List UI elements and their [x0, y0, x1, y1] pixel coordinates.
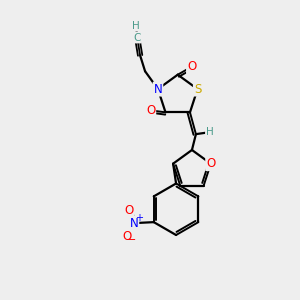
- Text: −: −: [127, 235, 137, 245]
- Text: S: S: [194, 82, 201, 96]
- Text: O: O: [124, 204, 134, 217]
- Text: O: O: [187, 60, 196, 73]
- Text: O: O: [206, 157, 215, 170]
- Text: H: H: [132, 21, 140, 31]
- Text: C: C: [134, 33, 141, 43]
- Text: O: O: [122, 230, 132, 242]
- Text: N: N: [154, 82, 162, 96]
- Text: H: H: [206, 127, 214, 137]
- Text: N: N: [130, 217, 138, 230]
- Text: O: O: [146, 104, 155, 117]
- Text: +: +: [135, 213, 143, 223]
